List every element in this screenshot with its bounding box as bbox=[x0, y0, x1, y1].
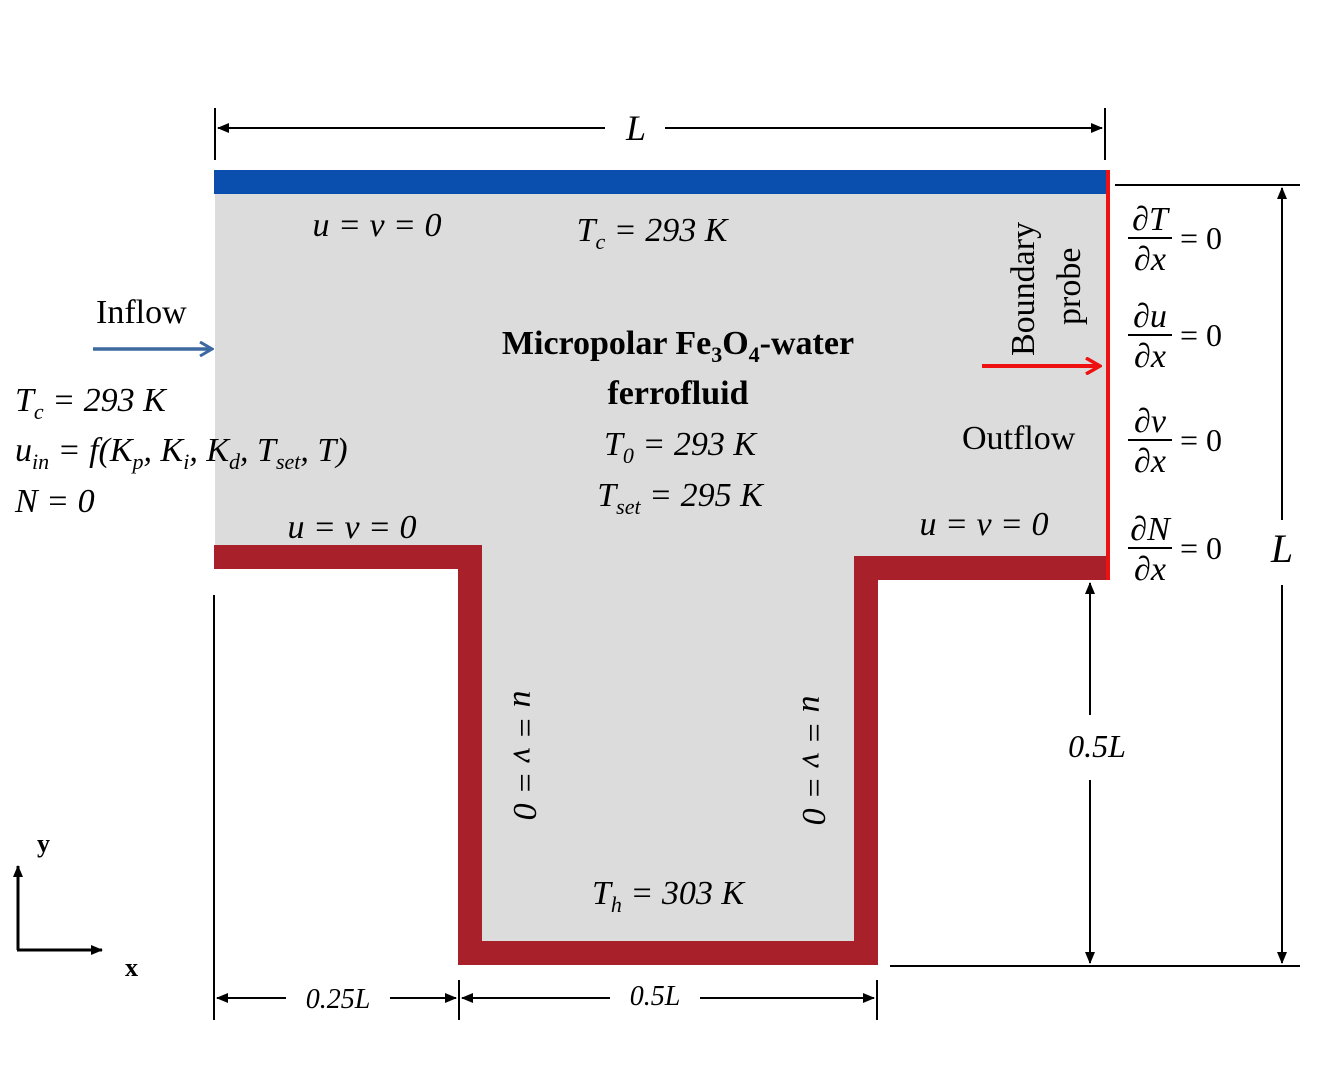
outflow-equals-zero: = 0 bbox=[1180, 317, 1222, 353]
outflow-equals-zero: = 0 bbox=[1180, 220, 1222, 256]
fluid-domain bbox=[215, 172, 1108, 953]
label-top-velocity: u = v = 0 bbox=[313, 207, 442, 244]
outflow-numerator: ∂u bbox=[1133, 298, 1167, 335]
axis-x-label: x bbox=[125, 953, 138, 982]
label-uin: uin = f(Kp, Ki, Kd, Tset, T) bbox=[15, 432, 348, 474]
outflow-numerator: ∂N bbox=[1130, 511, 1172, 548]
outflow-equals-zero: = 0 bbox=[1180, 422, 1222, 458]
label-top-L: L bbox=[625, 108, 646, 148]
label-boundary: Boundary bbox=[1005, 222, 1042, 356]
label-left-N: N = 0 bbox=[14, 483, 95, 520]
label-right-L: L bbox=[1270, 526, 1293, 571]
label-top-temp: Tc = 293 K bbox=[577, 212, 730, 254]
cold-wall-top bbox=[214, 170, 1107, 194]
title-line-2: ferrofluid bbox=[607, 375, 748, 412]
axis-y-label: y bbox=[37, 829, 50, 858]
hot-wall bbox=[214, 545, 1108, 965]
outflow-numerator: ∂T bbox=[1132, 201, 1170, 238]
label-tset: Tset = 295 K bbox=[597, 477, 765, 519]
outflow-denominator: ∂x bbox=[1134, 443, 1166, 480]
label-hot-temp: Th = 303 K bbox=[592, 875, 746, 917]
label-stem-height: 0.5L bbox=[1068, 728, 1126, 764]
label-outflow: Outflow bbox=[962, 420, 1076, 457]
title-line-1: Micropolar Fe3O4-water bbox=[502, 325, 854, 367]
label-left-temp: Tc = 293 K bbox=[15, 382, 168, 424]
outflow-denominator: ∂x bbox=[1134, 338, 1166, 375]
outflow-denominator: ∂x bbox=[1134, 551, 1166, 588]
outflow-equals-zero: = 0 bbox=[1180, 530, 1222, 566]
label-bottom-right-velocity: u = v = 0 bbox=[920, 506, 1049, 543]
outflow-denominator: ∂x bbox=[1134, 241, 1166, 278]
label-bottom-left-velocity: u = v = 0 bbox=[288, 509, 417, 546]
label-stem-left-velocity: u = v = 0 bbox=[506, 691, 543, 820]
label-stem-width: 0.5L bbox=[630, 981, 681, 1012]
outflow-numerator: ∂v bbox=[1134, 403, 1167, 440]
label-stem-right-velocity: u = v = 0 bbox=[795, 696, 832, 825]
label-probe: probe bbox=[1051, 248, 1088, 325]
label-t0: T0 = 293 K bbox=[604, 426, 758, 468]
label-inflow: Inflow bbox=[96, 294, 187, 331]
outflow-conditions: ∂T∂x= 0∂u∂x= 0∂v∂x= 0∂N∂x= 0 bbox=[1128, 201, 1222, 588]
label-left-offset: 0.25L bbox=[306, 984, 371, 1015]
